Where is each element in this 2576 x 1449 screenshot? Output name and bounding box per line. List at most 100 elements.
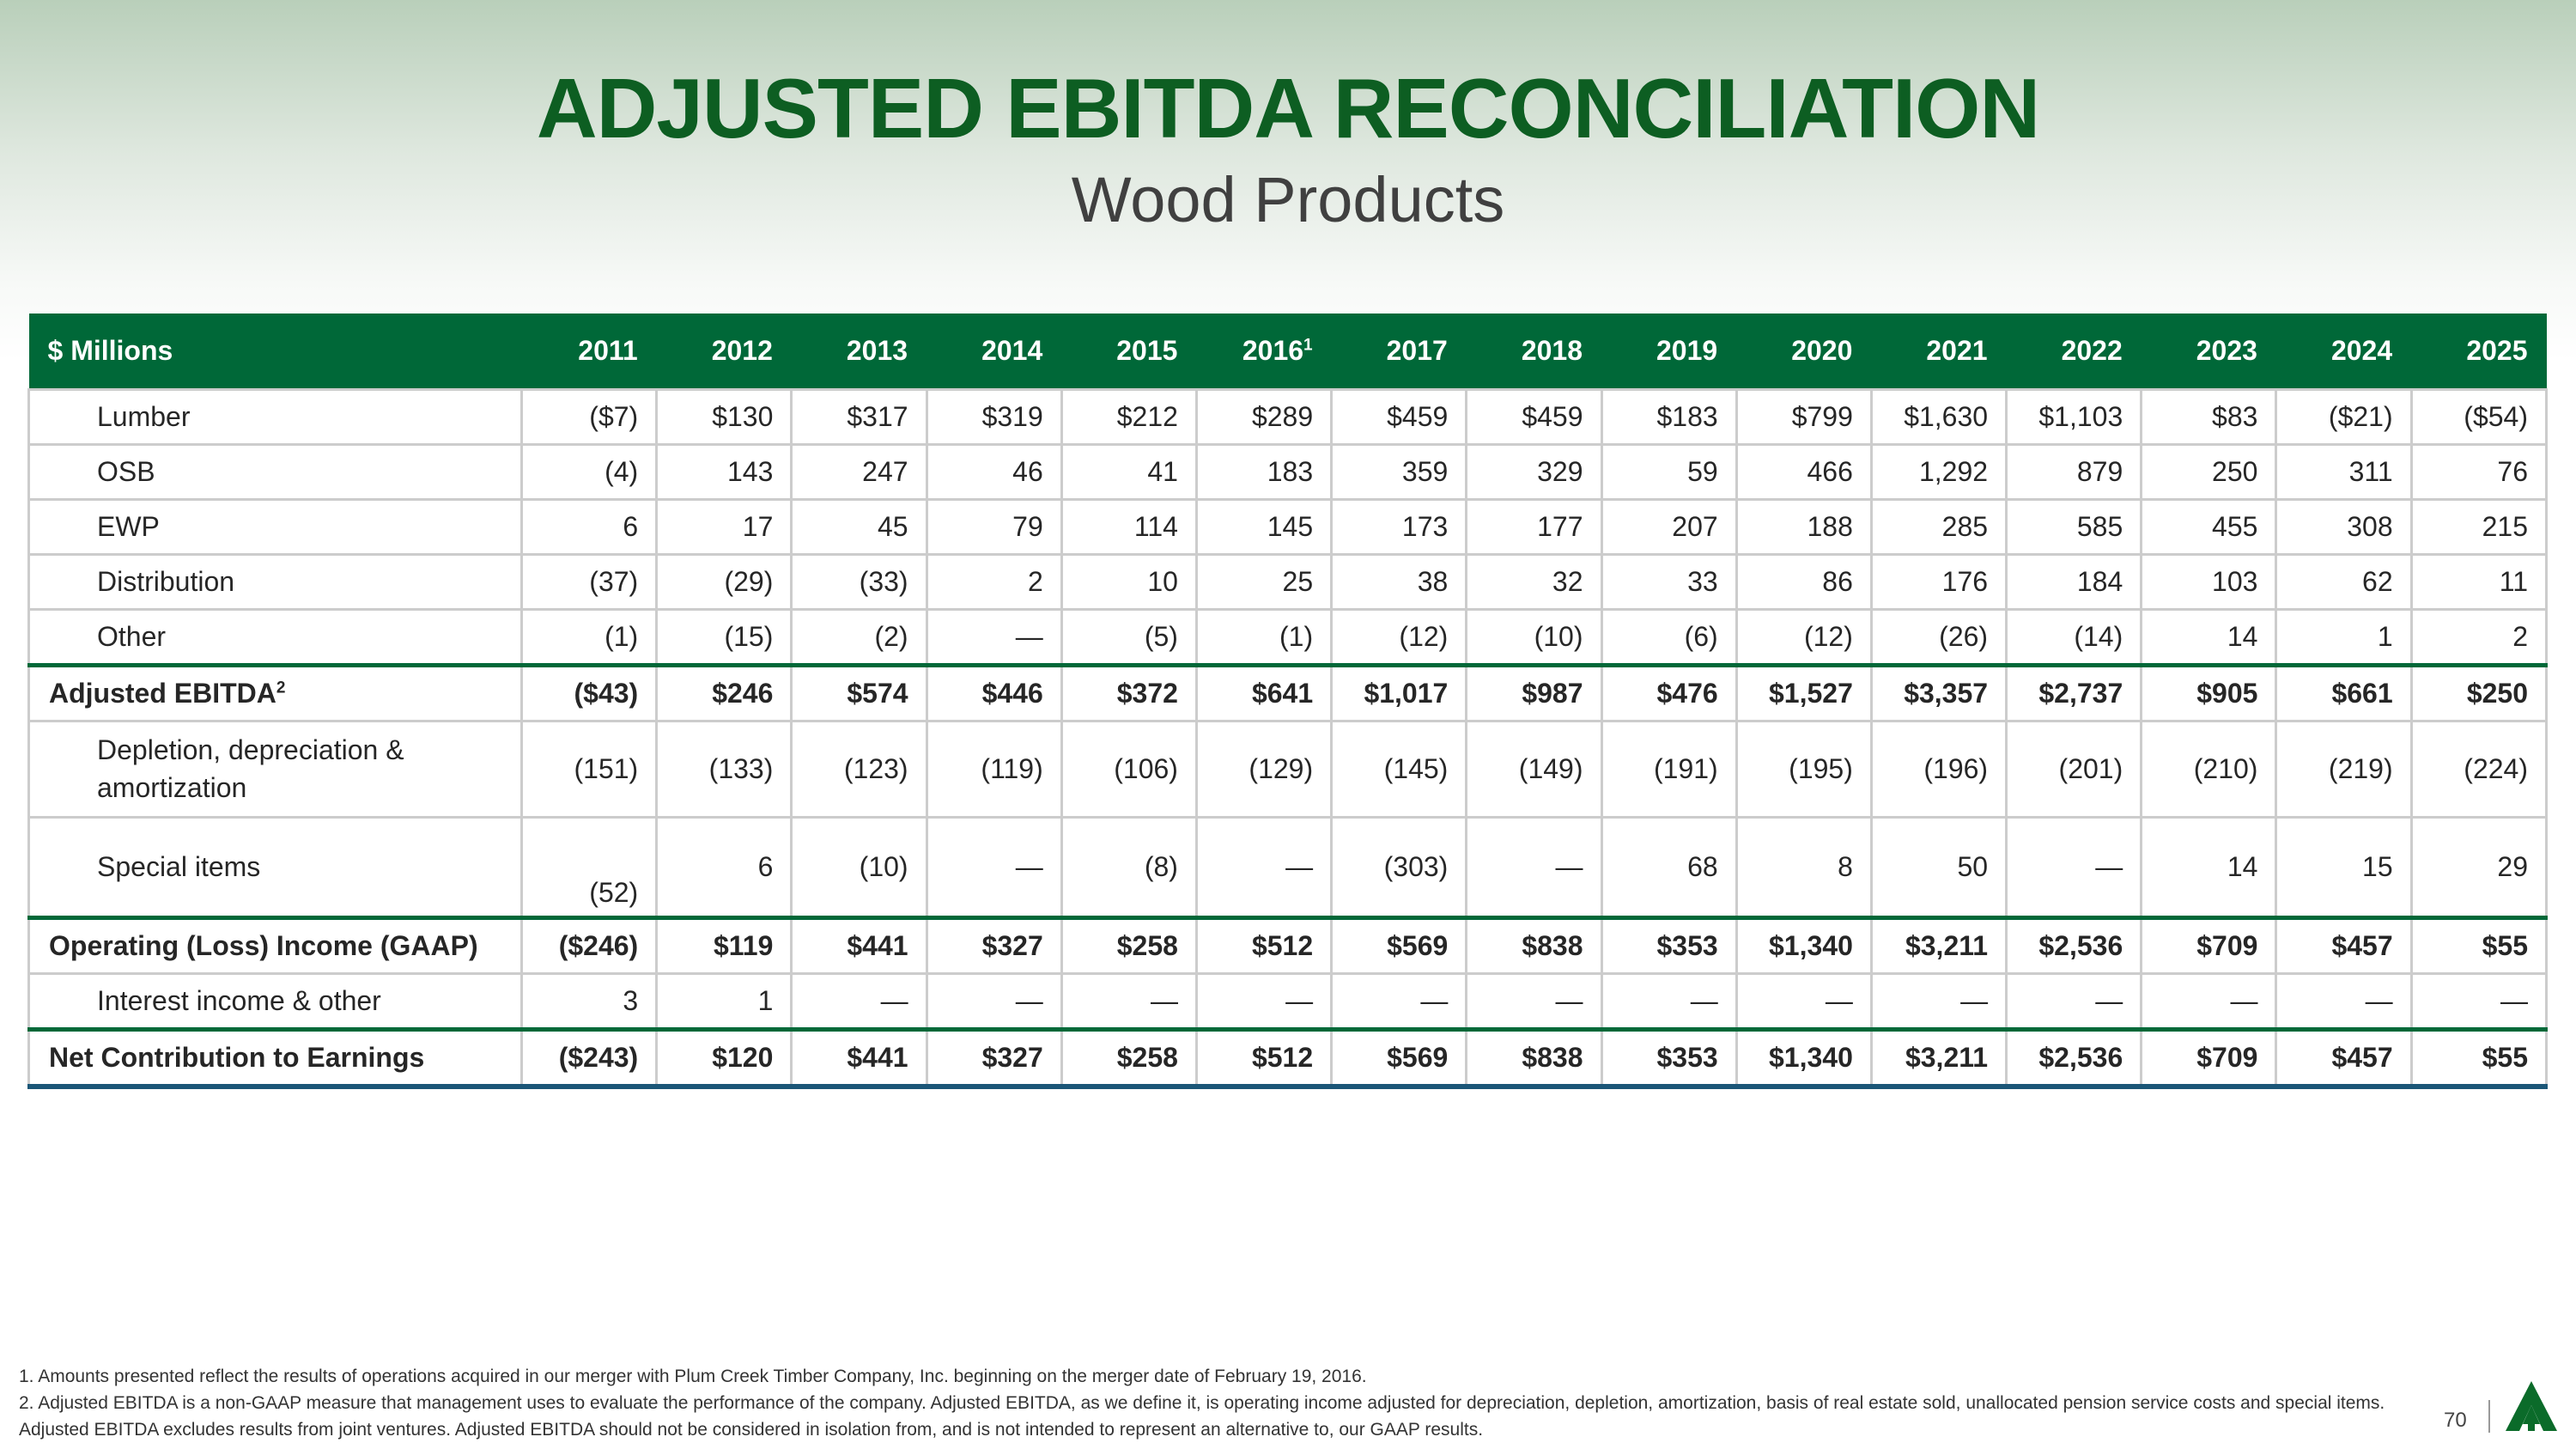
footnote-mark: 1 <box>1303 336 1313 355</box>
table-header-row: $ Millions 2011 2012 2013 2014 2015 20161 2017… <box>28 314 2547 389</box>
value-cell: 79 <box>925 497 1063 556</box>
table-row: Other (1) (15) (2) — (5) (1) (12) (10) (6) (12) (26… <box>27 607 2549 667</box>
value-cell: (151) <box>519 719 659 819</box>
page-subtitle: Wood Products <box>1071 164 1505 235</box>
value-cell: 17 <box>655 497 793 556</box>
value-cell: 6 <box>655 815 793 920</box>
value-cell: 15 <box>2275 815 2413 920</box>
value-cell: 10 <box>1060 552 1198 611</box>
value-cell: 1 <box>655 971 793 1032</box>
value-cell: 188 <box>1735 497 1873 556</box>
value-cell: $130 <box>655 387 793 446</box>
value-cell: (15) <box>655 607 793 667</box>
value-cell: $987 <box>1465 663 1603 722</box>
value-cell: 2 <box>925 552 1063 611</box>
value-cell: $289 <box>1194 387 1334 446</box>
value-cell: 2 <box>2409 607 2549 667</box>
value-cell: (210) <box>2140 719 2278 819</box>
value-cell: 46 <box>925 442 1063 501</box>
value-cell: 6 <box>519 497 659 556</box>
value-cell: 11 <box>2409 552 2549 611</box>
value-cell: (5) <box>1060 607 1198 667</box>
value-cell: 173 <box>1330 497 1468 556</box>
value-cell: 145 <box>1194 497 1334 556</box>
year-header: 2022 <box>2061 334 2123 366</box>
value-cell: (10) <box>1465 607 1603 667</box>
value-cell: $83 <box>2140 387 2278 446</box>
row-label: Depletion, depreciation & amortization <box>27 719 523 819</box>
row-label: Lumber <box>27 387 523 446</box>
value-cell: 59 <box>1600 442 1738 501</box>
value-cell: $119 <box>655 916 793 975</box>
value-cell: $457 <box>2275 1027 2413 1089</box>
value-cell: $1,340 <box>1735 1027 1873 1089</box>
value-cell: — <box>1465 971 1603 1032</box>
table-row: Lumber ($7) $130 $317 $319 $212 $289 $459 $459 $1… <box>27 387 2549 446</box>
value-cell: $3,211 <box>1869 1027 2008 1089</box>
value-cell: $353 <box>1600 1027 1738 1089</box>
value-cell: (219) <box>2275 719 2413 819</box>
value-cell: $441 <box>790 1027 928 1089</box>
value-cell: $183 <box>1600 387 1738 446</box>
ebitda-reconciliation-table: $ Millions 2011 2012 2013 2014 2015 20161 2017… <box>27 314 2549 1089</box>
value-cell: — <box>925 607 1063 667</box>
value-cell: 311 <box>2275 442 2413 501</box>
value-cell: — <box>2005 971 2143 1032</box>
value-cell: — <box>2140 971 2278 1032</box>
value-cell: $1,630 <box>1869 387 2008 446</box>
year-header: 20161 <box>1242 334 1313 366</box>
value-cell: $1,340 <box>1735 916 1873 975</box>
value-cell: $212 <box>1060 387 1198 446</box>
value-cell: $55 <box>2409 916 2549 975</box>
value-cell: 32 <box>1465 552 1603 611</box>
row-label: EWP <box>27 497 523 556</box>
value-cell: (129) <box>1194 719 1334 819</box>
value-cell: $799 <box>1735 387 1873 446</box>
value-cell: 466 <box>1735 442 1873 501</box>
value-cell: — <box>1869 971 2008 1032</box>
year-header: 2015 <box>1116 334 1178 366</box>
value-cell: 329 <box>1465 442 1603 501</box>
value-cell: (119) <box>925 719 1063 819</box>
table-row: OSB (4) 143 247 46 41 183 359 329 59 466 1,292 879 25… <box>27 442 2549 501</box>
value-cell: (12) <box>1735 607 1873 667</box>
row-label: Net Contribution to Earnings <box>27 1027 523 1089</box>
value-cell: $327 <box>925 1027 1063 1089</box>
value-cell: — <box>925 971 1063 1032</box>
year-header: 2020 <box>1791 334 1853 366</box>
value-cell: (196) <box>1869 719 2008 819</box>
value-cell: $476 <box>1600 663 1738 722</box>
value-cell: $258 <box>1060 1027 1198 1089</box>
value-cell: 50 <box>1869 815 2008 920</box>
table-row: Net Contribution to Earnings ($243) $120 $4… <box>27 1027 2549 1089</box>
footnote-2: 2. Adjusted EBITDA is a non-GAAP measure… <box>19 1393 2385 1440</box>
value-cell: (195) <box>1735 719 1873 819</box>
value-cell: — <box>2275 971 2413 1032</box>
value-cell: (106) <box>1060 719 1198 819</box>
value-cell: $258 <box>1060 916 1198 975</box>
value-cell: 1,292 <box>1869 442 2008 501</box>
value-cell: 585 <box>2005 497 2143 556</box>
value-cell: (191) <box>1600 719 1738 819</box>
value-cell: — <box>790 971 928 1032</box>
year-header: 2018 <box>1521 334 1583 366</box>
value-cell: (12) <box>1330 607 1468 667</box>
value-cell: $457 <box>2275 916 2413 975</box>
table-row: Adjusted EBITDA2 ($43) $246 $574 $446 $372 $64… <box>27 663 2549 722</box>
row-label: Interest income & other <box>27 971 523 1032</box>
value-cell: (8) <box>1060 815 1198 920</box>
value-cell: 45 <box>790 497 928 556</box>
value-cell: 184 <box>2005 552 2143 611</box>
value-cell: 215 <box>2409 497 2549 556</box>
value-cell: (4) <box>519 442 659 501</box>
value-cell: 41 <box>1060 442 1198 501</box>
value-cell: ($21) <box>2275 387 2413 446</box>
value-cell: 29 <box>2409 815 2549 920</box>
value-cell: 455 <box>2140 497 2278 556</box>
value-cell: $569 <box>1330 916 1468 975</box>
value-cell: 103 <box>2140 552 2278 611</box>
value-cell: $459 <box>1330 387 1468 446</box>
value-cell: 207 <box>1600 497 1738 556</box>
value-cell: 3 <box>519 971 659 1032</box>
year-header: 2021 <box>1926 334 1988 366</box>
